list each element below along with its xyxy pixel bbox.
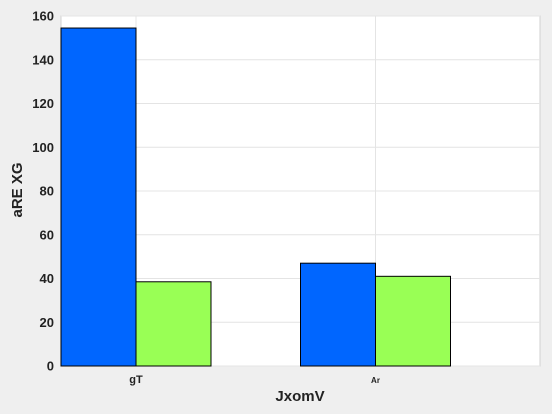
- y-tick-label: 80: [40, 184, 54, 199]
- bar-series2-Ar: [375, 275, 451, 367]
- x-axis-title: JxomV: [275, 388, 324, 405]
- y-axis-title: aRE XG: [9, 162, 26, 217]
- bars: [60, 27, 451, 367]
- y-tick-label: 40: [40, 271, 54, 286]
- y-axis-ticks: 0 20 40 60 80 100 120 140 160: [32, 9, 54, 374]
- y-tick-label: 20: [40, 315, 54, 330]
- y-tick-label: 100: [32, 140, 54, 155]
- x-axis-ticks: gT Ar: [129, 374, 380, 386]
- bar-series1-gT: [60, 27, 137, 367]
- y-tick-label: 140: [32, 52, 54, 67]
- y-tick-label: 120: [32, 96, 54, 111]
- bar-series1-Ar: [300, 262, 376, 367]
- y-tick-label: 160: [32, 9, 54, 24]
- x-tick-label: Ar: [371, 376, 380, 385]
- x-tick-label: gT: [129, 374, 143, 386]
- bar-series2-gT: [135, 281, 212, 367]
- y-tick-label: 60: [40, 227, 54, 242]
- y-tick-label: 0: [47, 359, 54, 374]
